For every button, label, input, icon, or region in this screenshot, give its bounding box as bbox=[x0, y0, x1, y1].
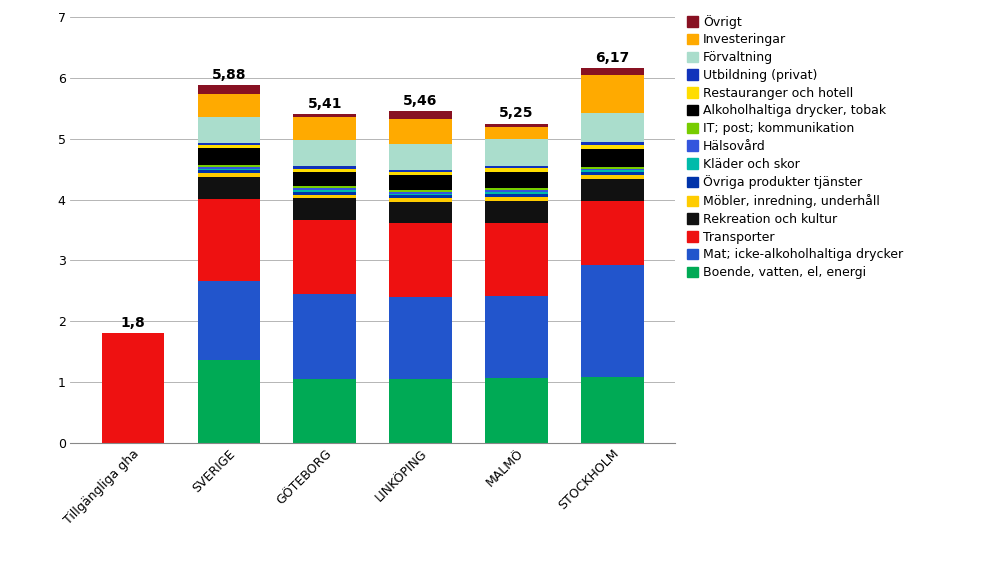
Bar bbox=[581, 167, 643, 169]
Bar bbox=[197, 281, 260, 360]
Bar bbox=[581, 142, 643, 145]
Bar bbox=[390, 172, 452, 176]
Text: 5,41: 5,41 bbox=[307, 97, 342, 111]
Bar bbox=[293, 117, 355, 140]
Bar bbox=[293, 220, 355, 294]
Bar bbox=[390, 111, 452, 119]
Bar bbox=[390, 195, 452, 198]
Bar bbox=[485, 191, 548, 194]
Bar bbox=[293, 186, 355, 188]
Bar bbox=[581, 149, 643, 167]
Bar bbox=[390, 194, 452, 195]
Bar bbox=[390, 202, 452, 223]
Bar bbox=[102, 333, 164, 443]
Bar bbox=[485, 123, 548, 127]
Bar bbox=[197, 199, 260, 281]
Text: 5,88: 5,88 bbox=[211, 68, 246, 82]
Bar bbox=[390, 192, 452, 194]
Bar bbox=[485, 190, 548, 191]
Bar bbox=[581, 201, 643, 265]
Bar bbox=[485, 165, 548, 168]
Bar bbox=[197, 165, 260, 167]
Bar bbox=[485, 172, 548, 187]
Bar bbox=[485, 168, 548, 172]
Bar bbox=[485, 378, 548, 443]
Bar bbox=[581, 170, 643, 172]
Bar bbox=[581, 68, 643, 76]
Bar bbox=[485, 197, 548, 201]
Bar bbox=[390, 170, 452, 172]
Bar bbox=[293, 169, 355, 172]
Bar bbox=[293, 166, 355, 169]
Bar bbox=[293, 114, 355, 117]
Bar bbox=[293, 195, 355, 198]
Bar bbox=[581, 175, 643, 179]
Bar bbox=[197, 148, 260, 165]
Bar bbox=[581, 377, 643, 443]
Text: 1,8: 1,8 bbox=[121, 316, 145, 331]
Bar bbox=[485, 187, 548, 190]
Bar bbox=[485, 223, 548, 296]
Bar bbox=[197, 145, 260, 148]
Bar bbox=[197, 360, 260, 443]
Bar bbox=[197, 94, 260, 116]
Bar bbox=[293, 191, 355, 195]
Bar bbox=[485, 296, 548, 378]
Bar bbox=[485, 139, 548, 165]
Bar bbox=[390, 198, 452, 202]
Bar bbox=[197, 173, 260, 177]
Bar bbox=[581, 113, 643, 142]
Text: 5,46: 5,46 bbox=[404, 94, 438, 108]
Bar bbox=[293, 140, 355, 166]
Bar bbox=[581, 169, 643, 170]
Bar bbox=[581, 265, 643, 377]
Bar bbox=[581, 172, 643, 175]
Bar bbox=[485, 127, 548, 139]
Bar bbox=[390, 176, 452, 190]
Text: 5,25: 5,25 bbox=[499, 106, 534, 120]
Bar bbox=[390, 379, 452, 443]
Bar bbox=[293, 379, 355, 443]
Bar bbox=[485, 201, 548, 223]
Legend: Övrigt, Investeringar, Förvaltning, Utbildning (privat), Restauranger och hotell: Övrigt, Investeringar, Förvaltning, Utbi… bbox=[687, 15, 903, 279]
Text: 6,17: 6,17 bbox=[595, 51, 629, 65]
Bar bbox=[485, 194, 548, 197]
Bar bbox=[197, 143, 260, 145]
Bar bbox=[293, 188, 355, 190]
Bar bbox=[197, 85, 260, 94]
Bar bbox=[390, 223, 452, 297]
Bar bbox=[390, 144, 452, 170]
Bar bbox=[197, 169, 260, 170]
Bar bbox=[293, 190, 355, 192]
Bar bbox=[581, 76, 643, 113]
Bar bbox=[293, 172, 355, 186]
Bar bbox=[197, 116, 260, 143]
Bar bbox=[390, 190, 452, 192]
Bar bbox=[581, 145, 643, 149]
Bar bbox=[293, 198, 355, 220]
Bar bbox=[390, 297, 452, 379]
Bar bbox=[390, 119, 452, 144]
Bar bbox=[197, 167, 260, 169]
Bar bbox=[197, 170, 260, 173]
Bar bbox=[581, 179, 643, 201]
Bar bbox=[197, 177, 260, 199]
Bar bbox=[293, 294, 355, 379]
